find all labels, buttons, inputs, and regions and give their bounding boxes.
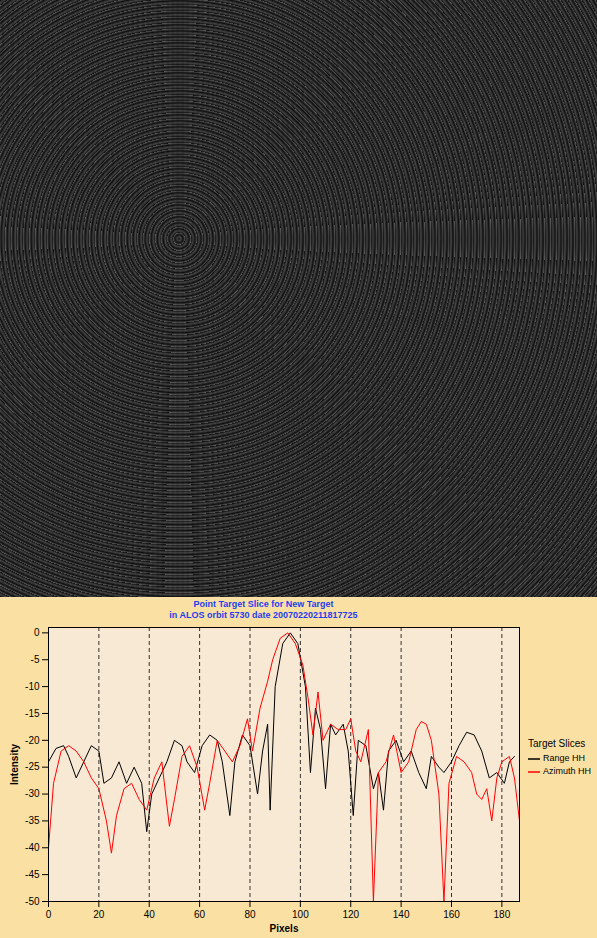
svg-text:-10: -10 — [25, 681, 40, 692]
svg-text:Intensity: Intensity — [9, 744, 20, 786]
svg-text:0: 0 — [34, 627, 40, 638]
svg-text:-45: -45 — [25, 869, 40, 880]
html-text:in ALOS orbit 5730 date 200702: in ALOS orbit 5730 date 2007022021181772… — [169, 610, 358, 620]
svg-text:-15: -15 — [25, 708, 40, 719]
html-text:Azimuth HH: Azimuth HH — [543, 766, 591, 776]
html-text:Point Target Slice for New Tar: Point Target Slice for New Target — [193, 599, 334, 609]
svg-text:80: 80 — [244, 909, 256, 920]
svg-text:-40: -40 — [25, 842, 40, 853]
svg-text:0: 0 — [46, 909, 52, 920]
svg-text:-30: -30 — [25, 788, 40, 799]
svg-text:-50: -50 — [25, 896, 40, 907]
svg-text:20: 20 — [93, 909, 105, 920]
html-text:Target Slices: Target Slices — [528, 738, 586, 749]
svg-text:180: 180 — [494, 909, 511, 920]
svg-text:140: 140 — [393, 909, 410, 920]
svg-text:-5: -5 — [31, 654, 40, 665]
html-text:Range HH: Range HH — [543, 753, 585, 763]
svg-text:-35: -35 — [25, 815, 40, 826]
svg-text:-25: -25 — [25, 761, 40, 772]
svg-text:Pixels: Pixels — [270, 923, 299, 934]
svg-text:160: 160 — [443, 909, 460, 920]
svg-text:-20: -20 — [25, 735, 40, 746]
svg-text:100: 100 — [292, 909, 309, 920]
svg-text:120: 120 — [342, 909, 359, 920]
svg-text:60: 60 — [194, 909, 206, 920]
svg-text:40: 40 — [144, 909, 156, 920]
